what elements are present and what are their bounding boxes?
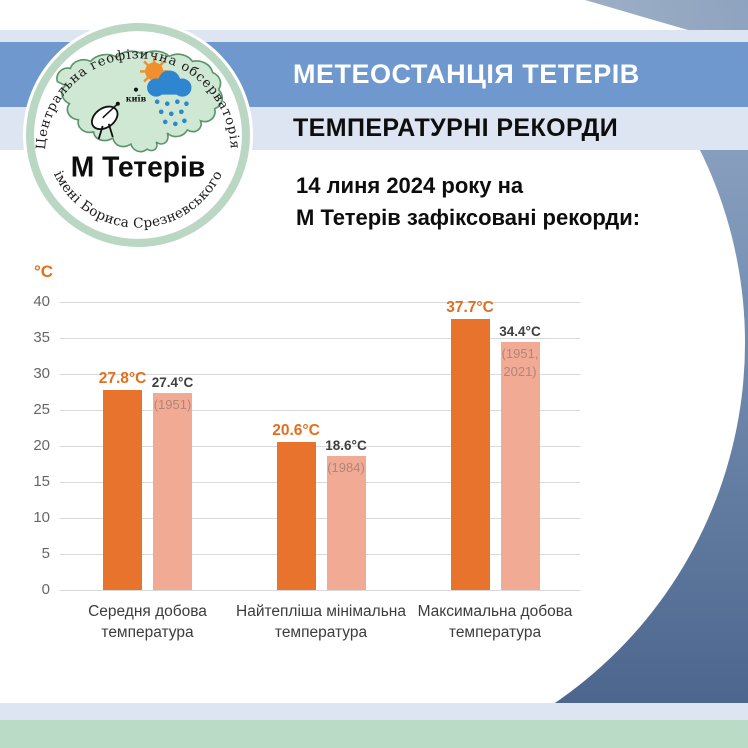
gridline (60, 518, 580, 519)
bar-record (153, 392, 192, 590)
gridline (60, 482, 580, 483)
bar-value-label: 27.8°C (98, 369, 147, 387)
header-subtitle: ТЕМПЕРАТУРНІ РЕКОРДИ (293, 114, 619, 142)
y-tick-label: 0 (41, 581, 50, 598)
category-label: Середня добова температура (88, 603, 207, 641)
gridline (60, 302, 580, 303)
gridline (60, 554, 580, 555)
gridline (60, 446, 580, 447)
intro-text: 14 линя 2024 року на М Тетерів зафіксова… (296, 170, 716, 234)
y-tick-label: 20 (33, 437, 50, 454)
y-tick-label: 5 (41, 545, 50, 562)
logo-station-name: М Тетерів (71, 150, 206, 182)
bar-year-label: (1951) (153, 396, 192, 412)
bar-value-label: 20.6°C (272, 421, 320, 439)
chart-unit-label: °C (34, 262, 54, 281)
y-tick-label: 35 (33, 329, 50, 346)
y-tick-label: 15 (33, 473, 50, 490)
bar-value-label: 37.7°C (446, 298, 494, 316)
kyiv-dot (133, 87, 138, 92)
chart: °C 40 35 30 25 20 15 10 5 0 27.8°C 20.6°C 37.7°C 27.… (0, 250, 748, 670)
category-label: Найтепліша мінімальна температура (236, 603, 406, 641)
bar-current (450, 318, 490, 590)
bar-value-label: 34.4°C (499, 324, 541, 340)
bar-record (500, 342, 540, 590)
intro-line-2: М Тетерів зафіксовані рекорди: (296, 204, 641, 230)
bar-value-label: 18.6°C (325, 438, 367, 454)
rain-cloud-icon (147, 70, 192, 127)
gridline (60, 590, 580, 591)
bar-current (276, 441, 316, 590)
bar-year-label: (1984) (327, 460, 365, 476)
satellite-dish-icon (90, 101, 120, 140)
bar-current (103, 389, 142, 590)
bottom-stripe-green (0, 720, 748, 748)
y-tick-label: 40 (33, 293, 50, 310)
gridline (60, 374, 580, 375)
gridline (60, 410, 580, 411)
kyiv-label: київ (126, 94, 147, 104)
bar-year-label: (1951, 2021) (501, 346, 539, 379)
bar-value-label: 27.4°C (151, 374, 194, 390)
bar-record (326, 456, 366, 590)
category-label: Максимальна добова температура (417, 603, 573, 641)
logo: київ М (22, 19, 254, 251)
y-tick-label: 10 (33, 509, 50, 526)
intro-line-1: 14 линя 2024 року на (296, 173, 524, 198)
y-tick-label: 30 (33, 365, 50, 382)
y-tick-label: 25 (33, 401, 50, 418)
bottom-stripe-lavender (0, 703, 748, 720)
gridline (60, 338, 580, 339)
header-title: МЕТЕОСТАНЦІЯ ТЕТЕРІВ (293, 59, 640, 89)
